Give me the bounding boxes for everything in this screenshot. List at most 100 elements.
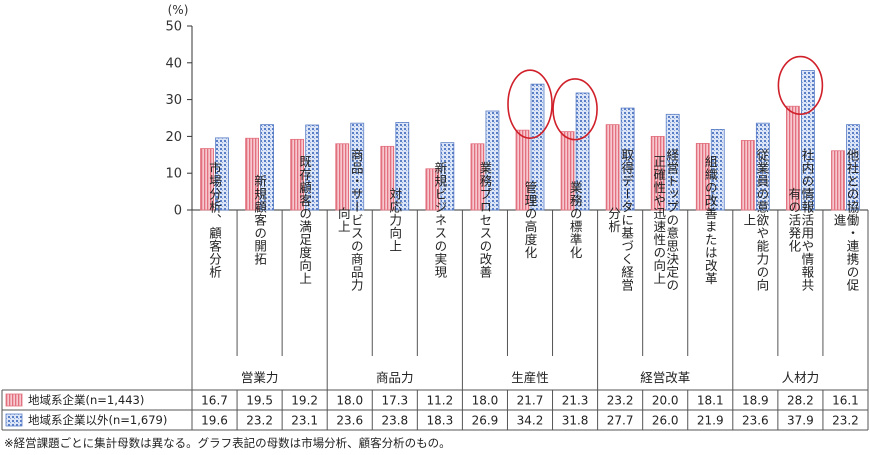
footnote: ※経営課題ごとに集計母数は異なる。グラフ表記の母数は市場分析、顧客分析のもの。	[4, 436, 451, 450]
group-label: 商品力	[376, 370, 414, 385]
bar-non-regional	[620, 107, 635, 211]
category-label: 有の活発化	[786, 188, 801, 253]
highlight-ellipse	[552, 78, 598, 141]
category-label: 管理の高度化	[523, 180, 538, 259]
y-tick-label: 30	[165, 93, 182, 108]
table-value: 21.7	[517, 394, 544, 408]
table-value: 23.2	[246, 414, 273, 428]
bar-non-regional	[530, 83, 545, 211]
table-value: 20.0	[652, 394, 679, 408]
category-label: 社内の情報活用や情報共	[799, 148, 814, 292]
y-tick-label: 40	[165, 56, 182, 71]
bar-non-regional	[305, 124, 320, 211]
table-value: 19.5	[246, 394, 273, 408]
bar-non-regional	[846, 124, 860, 211]
bar-regional	[605, 124, 620, 211]
y-tick-label: 50	[165, 20, 182, 35]
bar-non-regional	[801, 70, 815, 211]
table-value: 18.9	[742, 394, 769, 408]
bar-regional	[831, 150, 845, 211]
bar-non-regional	[575, 92, 590, 211]
table-value: 19.6	[201, 414, 228, 428]
bar-non-regional	[215, 137, 229, 211]
table-value: 23.6	[742, 414, 769, 428]
bar-non-regional	[350, 122, 365, 211]
bar-regional	[200, 148, 214, 211]
table-value: 31.8	[562, 414, 589, 428]
highlight-layer	[507, 55, 824, 141]
bar-regional	[786, 105, 800, 211]
category-label: 既存顧客の満足度向上	[297, 155, 312, 285]
bar-regional	[425, 168, 440, 211]
category-label: 業務プロセスの改善	[477, 161, 492, 279]
category-label: 業務の標準化	[568, 180, 583, 259]
legend-swatch	[5, 393, 23, 407]
highlight-ellipse	[507, 69, 553, 139]
group-label: 人材力	[782, 370, 820, 385]
group-label: 営業力	[241, 370, 279, 385]
bar-regional	[380, 145, 395, 211]
legend-swatch	[5, 413, 23, 427]
bar-regional	[245, 137, 260, 211]
bar-regional	[560, 131, 575, 211]
bar-non-regional	[485, 110, 500, 211]
bar-non-regional	[440, 142, 455, 211]
table-value: 23.8	[381, 414, 408, 428]
table-value: 23.2	[832, 414, 859, 428]
table-value: 23.6	[336, 414, 363, 428]
table-value: 11.2	[427, 394, 454, 408]
legend-label: 地域系企業(n=1,443)	[28, 393, 144, 407]
category-label: 分析	[606, 207, 621, 233]
bar-regional	[335, 143, 350, 211]
highlight-ellipse	[777, 55, 824, 116]
table-value: 21.9	[697, 414, 724, 428]
table-value: 26.0	[652, 414, 679, 428]
table-value: 18.0	[336, 394, 363, 408]
table-value: 18.1	[697, 394, 724, 408]
table-value: 21.3	[562, 394, 589, 408]
axis-layer: (%) 0 10 20 30 40 50	[165, 3, 868, 219]
bar-regional	[650, 135, 665, 211]
table-value: 26.9	[472, 414, 499, 428]
category-label: 進	[831, 214, 846, 227]
category-label: 商品・サービスの商品力	[349, 148, 364, 292]
category-label: 新規ビジネスの実現	[432, 161, 447, 279]
category-label: 取得データに基づく経営	[619, 149, 634, 292]
legend-label: 地域系企業以外(n=1,679)	[28, 413, 167, 427]
table-value: 23.1	[291, 414, 318, 428]
bar-non-regional	[395, 122, 410, 211]
y-tick-label: 0	[174, 204, 182, 219]
category-label: 新規顧客の開拓	[252, 174, 267, 266]
table-value: 23.2	[607, 394, 634, 408]
category-label: 向上	[336, 206, 351, 233]
category-label: 経営トップの意思決定の	[664, 149, 679, 292]
group-label: 経営改革	[640, 370, 690, 385]
category-label: 他社との協働・連携の促	[844, 149, 859, 292]
category-label: 市場分析、顧客分析	[207, 161, 222, 279]
table-value: 18.3	[427, 414, 454, 428]
group-label: 生産性	[511, 370, 549, 385]
bar-non-regional	[755, 122, 770, 211]
table-value: 18.0	[472, 394, 499, 408]
bar-regional	[290, 138, 305, 211]
bar-layer	[200, 70, 860, 211]
y-axis-unit: (%)	[168, 3, 189, 17]
table-value: 34.2	[517, 414, 544, 428]
y-tick-label: 10	[165, 167, 182, 182]
table-value: 16.7	[201, 394, 228, 408]
category-label: 従業員の意欲や能力の向	[754, 149, 769, 292]
category-label: 対応力向上	[387, 188, 402, 253]
category-label: 正確性や迅速性の向上	[651, 155, 666, 285]
table-value: 16.1	[832, 394, 859, 408]
bar-regional	[470, 143, 485, 211]
bar-regional	[515, 129, 530, 211]
table-value: 27.7	[607, 414, 634, 428]
table-value: 17.3	[381, 394, 408, 408]
category-label: 組織の改善または改革	[703, 155, 718, 285]
bar-regional	[695, 142, 710, 211]
bar-non-regional	[710, 129, 725, 211]
table-value: 37.9	[787, 414, 814, 428]
bar-non-regional	[260, 124, 275, 211]
